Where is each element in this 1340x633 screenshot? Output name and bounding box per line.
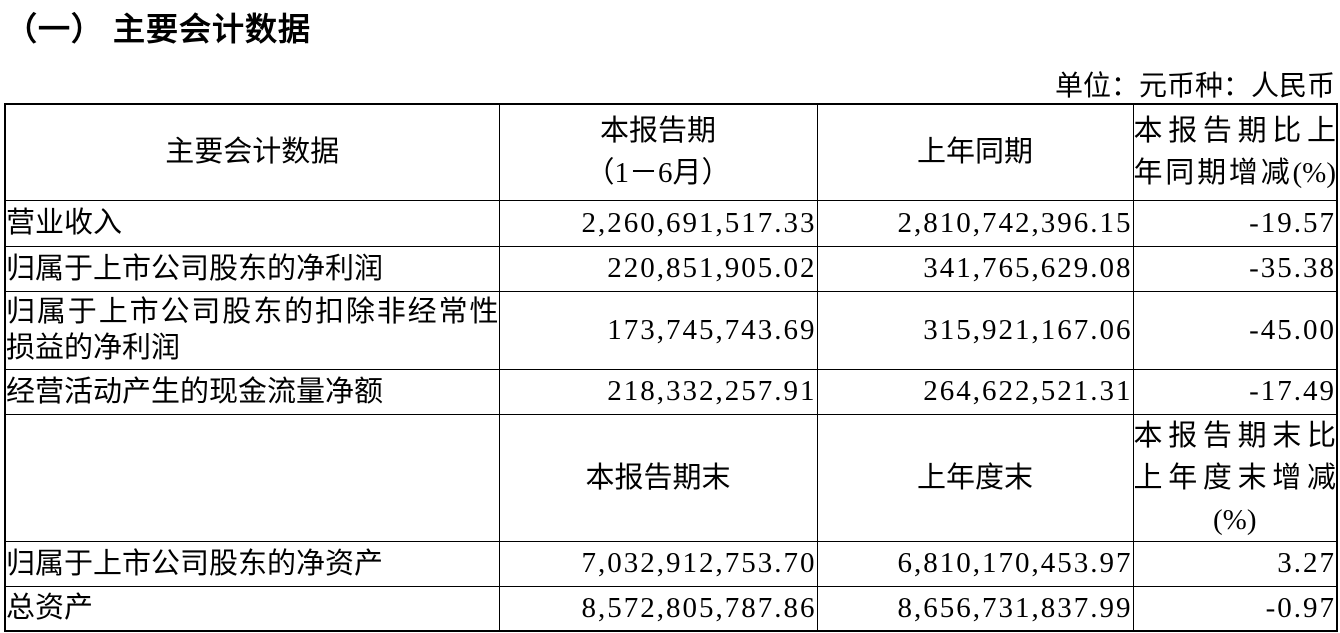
prior-period-value-cell: 2,810,742,396.15 [816, 199, 1134, 247]
prior-year-end-value-cell: 8,656,731,837.99 [816, 585, 1134, 632]
metric-label-cell: 归属于上市公司股东的净资产 [4, 540, 500, 587]
period-end-column-header: 本报告期末 [498, 413, 818, 542]
change-percent-cell: -17.49 [1132, 368, 1338, 415]
period-change-header-line2: 年同期增减(%) [1133, 157, 1336, 190]
metric-column-header: 主要会计数据 [4, 103, 500, 201]
metric-label-cell: 营业收入 [4, 199, 500, 247]
table-row-net-profit: 归属于上市公司股东的净利润 220,851,905.02 341,765,629… [4, 245, 1338, 292]
table-row-net-profit-excl-nonrecurring: 归属于上市公司股东的扣除非经常性损益的净利润 173,745,743.69 31… [4, 290, 1338, 370]
endpoint-header-row: 本报告期末 上年度末 本报告期末比 上年度末增减 (%) [4, 413, 1338, 542]
endpoint-change-header-line1: 本报告期末比 [1133, 419, 1336, 452]
prior-period-value-cell: 264,622,521.31 [816, 368, 1134, 415]
metric-label-cell: 归属于上市公司股东的扣除非经常性损益的净利润 [4, 290, 500, 370]
prior-year-end-value-cell: 6,810,170,453.97 [816, 540, 1134, 587]
table-row-total-assets: 总资产 8,572,805,787.86 8,656,731,837.99 -0… [4, 585, 1338, 632]
endpoint-change-header-line3: (%) [1213, 503, 1257, 536]
key-accounting-data-table: 主要会计数据 本报告期 （1－6月） 上年同期 本报告期比上 年同期增减(%) … [4, 103, 1338, 632]
period-change-header-line1: 本报告期比上 [1133, 115, 1336, 148]
unit-currency-note: 单位：元币种：人民币 [1054, 71, 1335, 102]
empty-header-cell [4, 413, 500, 542]
metric-label-cell: 归属于上市公司股东的净利润 [4, 245, 500, 292]
change-percent-cell: -35.38 [1132, 245, 1338, 292]
current-period-value-cell: 218,332,257.91 [498, 368, 818, 415]
period-header-row: 主要会计数据 本报告期 （1－6月） 上年同期 本报告期比上 年同期增减(%) [4, 103, 1338, 201]
change-percent-cell: -19.57 [1132, 199, 1338, 247]
current-period-value-cell: 220,851,905.02 [498, 245, 818, 292]
current-period-header-line2: （1－6月） [585, 157, 731, 190]
endpoint-change-column-header: 本报告期末比 上年度末增减 (%) [1132, 413, 1338, 542]
metric-label-cell: 经营活动产生的现金流量净额 [4, 368, 500, 415]
change-percent-cell: -0.97 [1132, 585, 1338, 632]
change-percent-cell: -45.00 [1132, 290, 1338, 370]
change-percent-cell: 3.27 [1132, 540, 1338, 587]
prior-year-end-column-header: 上年度末 [816, 413, 1134, 542]
prior-period-value-cell: 341,765,629.08 [816, 245, 1134, 292]
current-period-column-header: 本报告期 （1－6月） [498, 103, 818, 201]
prior-period-value-cell: 315,921,167.06 [816, 290, 1134, 370]
period-end-value-cell: 8,572,805,787.86 [498, 585, 818, 632]
table-row-revenue: 营业收入 2,260,691,517.33 2,810,742,396.15 -… [4, 199, 1338, 247]
table-row-net-assets: 归属于上市公司股东的净资产 7,032,912,753.70 6,810,170… [4, 540, 1338, 587]
metric-label-cell: 总资产 [4, 585, 500, 632]
section-title: （一） 主要会计数据 [5, 11, 312, 47]
period-change-column-header: 本报告期比上 年同期增减(%) [1132, 103, 1338, 201]
prior-period-column-header: 上年同期 [816, 103, 1134, 201]
table-row-operating-cash-flow: 经营活动产生的现金流量净额 218,332,257.91 264,622,521… [4, 368, 1338, 415]
current-period-value-cell: 2,260,691,517.33 [498, 199, 818, 247]
current-period-header-line1: 本报告期 [599, 115, 716, 148]
current-period-value-cell: 173,745,743.69 [498, 290, 818, 370]
period-end-value-cell: 7,032,912,753.70 [498, 540, 818, 587]
endpoint-change-header-line2: 上年度末增减 [1133, 461, 1336, 494]
